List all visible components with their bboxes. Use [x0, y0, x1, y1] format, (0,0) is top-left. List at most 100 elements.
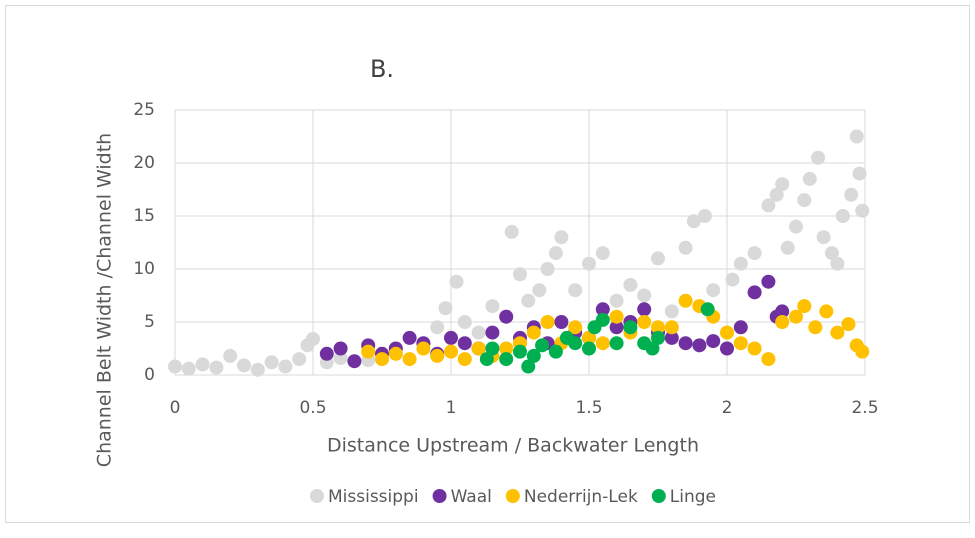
- point: [747, 341, 762, 356]
- point: [438, 301, 453, 316]
- point: [568, 283, 583, 298]
- point: [306, 331, 320, 346]
- point: [402, 352, 417, 367]
- grid: 0 5 10 15 20 25 0 0.5 1 1.5 2 2.5: [133, 100, 878, 418]
- point: [540, 315, 555, 329]
- x-tick-label: 0.5: [299, 398, 326, 418]
- point: [623, 277, 638, 292]
- legend-label: Mississippi: [328, 487, 419, 507]
- point: [816, 230, 831, 245]
- point: [430, 348, 445, 363]
- point: [430, 320, 445, 335]
- point: [595, 336, 610, 351]
- point: [811, 150, 826, 165]
- chart-frame: [5, 5, 970, 523]
- point: [720, 325, 734, 340]
- point: [844, 187, 859, 202]
- point: [513, 267, 527, 282]
- point: [678, 336, 693, 351]
- point: [802, 171, 817, 186]
- y-axis-title: Channel Belt Width /Channel Width: [94, 133, 116, 467]
- x-tick-label: 2.5: [851, 398, 878, 418]
- y-tick-label: 15: [133, 206, 155, 226]
- point: [347, 354, 362, 369]
- point: [264, 355, 279, 370]
- legend-marker: [505, 489, 520, 503]
- y-tick-label: 20: [133, 153, 155, 173]
- point: [457, 315, 472, 329]
- point: [855, 203, 870, 218]
- point: [706, 334, 721, 349]
- point: [485, 341, 500, 356]
- point: [375, 352, 389, 367]
- point: [521, 293, 536, 308]
- point: [278, 359, 293, 374]
- plot-area: [168, 129, 870, 377]
- point: [841, 317, 856, 332]
- point: [457, 352, 472, 367]
- point: [582, 256, 596, 271]
- point: [485, 325, 500, 340]
- point: [678, 293, 693, 308]
- point: [548, 344, 563, 359]
- point: [319, 346, 334, 361]
- point: [609, 320, 624, 335]
- point: [761, 198, 776, 213]
- point: [720, 341, 734, 356]
- point: [485, 299, 500, 314]
- point: [499, 309, 514, 324]
- point: [499, 341, 514, 356]
- point: [686, 214, 701, 229]
- legend-item: Waal: [432, 487, 492, 507]
- point: [623, 320, 638, 335]
- point: [852, 166, 867, 181]
- point: [535, 338, 550, 353]
- point: [819, 304, 834, 319]
- legend-label: Waal: [451, 487, 492, 507]
- point: [513, 344, 527, 359]
- x-tick-label: 0: [170, 398, 181, 418]
- point: [775, 304, 790, 319]
- point: [835, 209, 850, 223]
- point: [664, 304, 679, 319]
- point: [789, 219, 803, 234]
- point: [526, 348, 541, 363]
- point: [609, 293, 624, 308]
- point: [609, 336, 624, 351]
- point: [664, 320, 679, 335]
- point: [548, 246, 563, 261]
- point: [333, 341, 348, 356]
- point: [725, 272, 740, 287]
- point: [664, 330, 679, 345]
- point: [609, 309, 624, 324]
- y-tick-label: 5: [144, 312, 155, 332]
- point: [595, 302, 610, 317]
- legend-label: Linge: [670, 487, 716, 507]
- legend: Mississippi Waal Nederrijn-Lek Linge: [309, 487, 716, 507]
- point: [780, 240, 795, 255]
- point: [504, 224, 519, 239]
- point: [830, 256, 845, 271]
- legend-marker: [432, 489, 447, 503]
- point: [651, 330, 665, 345]
- point: [402, 330, 417, 345]
- legend-item: Nederrijn-Lek: [505, 487, 638, 507]
- point: [195, 357, 210, 372]
- point: [471, 341, 486, 356]
- x-tick-label: 1.5: [575, 398, 602, 418]
- point: [849, 129, 864, 144]
- point: [645, 341, 660, 356]
- x-axis-title: Distance Upstream / Backwater Length: [327, 435, 699, 457]
- point: [595, 246, 610, 261]
- point: [457, 336, 472, 351]
- point: [747, 285, 762, 300]
- point: [824, 246, 839, 261]
- legend-label: Nederrijn-Lek: [524, 487, 638, 507]
- point: [416, 341, 431, 356]
- point: [775, 315, 790, 329]
- point: [733, 336, 748, 351]
- point: [568, 336, 583, 351]
- point: [761, 352, 776, 367]
- point: [499, 352, 514, 367]
